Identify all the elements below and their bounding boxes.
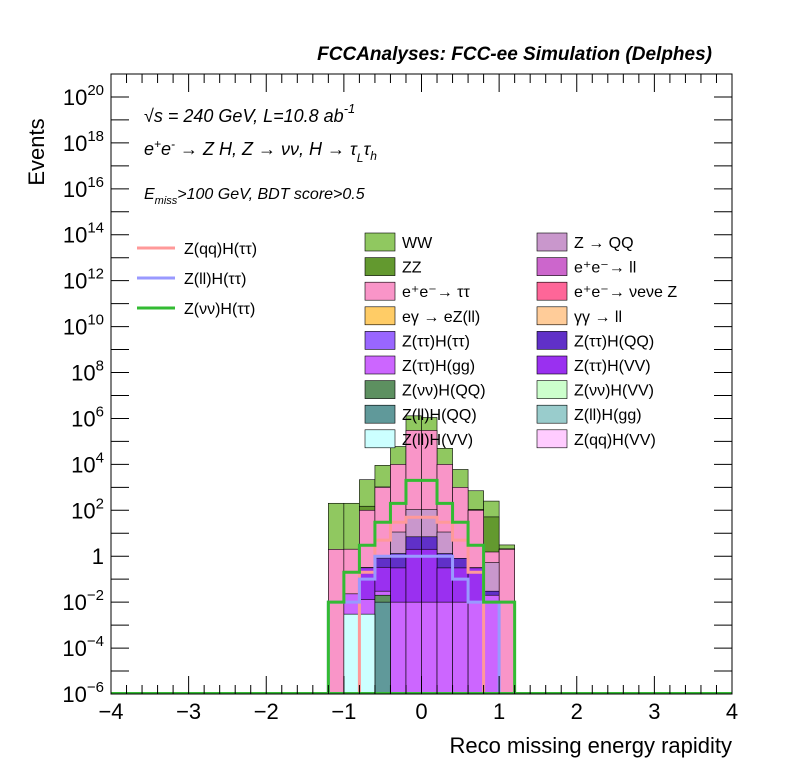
- series-Z(ll)H(QQ): [374, 601, 391, 694]
- x-axis-label: Reco missing energy rapidity: [450, 733, 732, 758]
- x-tick-label: −4: [98, 699, 123, 724]
- legend-label: eγ → eZ(ll): [402, 309, 480, 326]
- x-tick-label: 4: [726, 699, 738, 724]
- bar: [405, 601, 422, 694]
- y-tick-label: 1020: [63, 82, 104, 110]
- legend-label: Z(ττ)H(VV): [574, 358, 651, 375]
- series-Z(ll)H(VV): [343, 613, 376, 694]
- x-axis: −4 −3 −2 −1 0 1 2 3 4: [98, 74, 738, 724]
- x-tick-label: −3: [176, 699, 201, 724]
- energy-annotation: √s = 240 GeV, L=10.8 ab-1: [144, 101, 355, 126]
- legend-swatch: [536, 331, 568, 350]
- cut-annotation: Emiss>100 GeV, BDT score>0.5: [144, 186, 365, 207]
- legend-swatch: [364, 331, 396, 350]
- x-tick-label: −1: [331, 699, 356, 724]
- legend-label: e⁺e⁻→ ττ: [402, 284, 470, 301]
- bar: [436, 601, 453, 694]
- energy-text: √s = 240 GeV, L=10.8 ab: [144, 106, 344, 126]
- legend-swatch: [536, 380, 568, 399]
- y-axis: 10−6 10−4 10−2 1 102 104 106 108 1010 1012 1014 101…: [62, 73, 732, 707]
- legend-label: Z(ll)H(gg): [574, 407, 642, 424]
- line-Z(qq)H(ττ): [328, 515, 515, 694]
- legend-label: WW: [402, 235, 433, 252]
- legend-swatch: [364, 355, 396, 375]
- legend-swatch: [536, 281, 568, 301]
- bar: [452, 601, 469, 694]
- x-tick-label: 0: [415, 699, 427, 724]
- histogram-bars: [328, 415, 515, 694]
- legend-swatch: [364, 404, 396, 424]
- annotations: √s = 240 GeV, L=10.8 ab-1 e+e- → Z H, Z …: [144, 101, 377, 207]
- line-Z(νν)H(ττ): [326, 478, 517, 694]
- legend-swatch: [536, 232, 568, 252]
- x-tick-label: 2: [571, 699, 583, 724]
- chart-title: FCCAnalyses: FCC-ee Simulation (Delphes): [317, 44, 712, 65]
- bar: [359, 613, 376, 694]
- legend-swatch: [536, 306, 568, 326]
- legend-swatch: [536, 355, 568, 375]
- x-tick-label: 3: [648, 699, 660, 724]
- x-tick-label: −2: [254, 699, 279, 724]
- bar: [390, 601, 407, 694]
- legend-label: Z(ττ)H(ττ): [402, 333, 470, 350]
- legend-swatch: [536, 429, 568, 449]
- bar: [498, 549, 515, 694]
- legend-swatch: [364, 281, 396, 301]
- legend-swatch: [364, 380, 396, 399]
- legend-label: Z(νν)H(VV): [574, 383, 654, 400]
- bar: [421, 601, 438, 694]
- legend-swatch: [364, 257, 396, 276]
- y-tick-label: 1: [92, 544, 104, 569]
- legend-label: Z(ττ)H(gg): [402, 358, 475, 375]
- y-tick-label: 102: [71, 495, 104, 523]
- y-tick-label: 1010: [63, 312, 104, 340]
- legend-label: e⁺e⁻→ νeνe Z: [574, 284, 677, 301]
- y-tick-label: 1014: [63, 220, 104, 248]
- legend-swatch: [536, 257, 568, 276]
- legend-label: γγ → ll: [574, 309, 622, 326]
- signal-lines: [111, 478, 732, 694]
- legend-swatch: [364, 232, 396, 252]
- legend-label: Z(ll)H(QQ): [402, 407, 477, 424]
- legend-label: e⁺e⁻→ ll: [574, 260, 636, 277]
- legend-label: Z(ll)H(VV): [402, 432, 473, 449]
- legend-label: Z(ττ)H(QQ): [574, 333, 654, 350]
- y-tick-label: 10−4: [62, 633, 104, 661]
- x-tick-label: 1: [493, 699, 505, 724]
- process-annotation: e+e- → Z H, Z → νν, H → τLτh: [144, 137, 377, 165]
- y-tick-label: 108: [71, 358, 104, 386]
- legend-label: Z(νν)H(QQ): [402, 383, 486, 400]
- legend-label: Z(qq)H(ττ): [184, 241, 257, 258]
- legend-label: Z → QQ: [574, 235, 634, 252]
- y-tick-label: 1018: [63, 128, 104, 156]
- legend-label: Z(νν)H(ττ): [184, 301, 255, 318]
- y-tick-label: 1016: [63, 174, 104, 202]
- y-tick-label: 1012: [63, 266, 104, 294]
- legend-label: Z(ll)H(ττ): [184, 271, 246, 288]
- legend-label: Z(qq)H(VV): [574, 432, 656, 449]
- legend-swatch: [364, 429, 396, 449]
- legend-swatch: [364, 306, 396, 326]
- y-tick-label: 10−6: [62, 679, 104, 707]
- y-axis-label: Events: [24, 118, 49, 185]
- y-tick-label: 10−2: [62, 587, 104, 615]
- bar: [467, 601, 484, 694]
- bar: [343, 613, 360, 694]
- legend-background: WW ZZ e⁺e⁻→ ττ eγ → eZ(ll) Z(ττ)H(ττ) Z(ττ)H(…: [364, 232, 677, 449]
- y-tick-label: 106: [71, 403, 104, 431]
- bar: [328, 549, 345, 694]
- energy-exponent: -1: [344, 101, 356, 116]
- bar: [483, 594, 500, 694]
- bar: [374, 601, 391, 694]
- legend-signal: Z(qq)H(ττ) Z(ll)H(ττ) Z(νν)H(ττ): [137, 241, 257, 318]
- legend-swatch: [536, 404, 568, 424]
- y-tick-label: 104: [71, 449, 104, 477]
- legend-label: ZZ: [402, 260, 422, 277]
